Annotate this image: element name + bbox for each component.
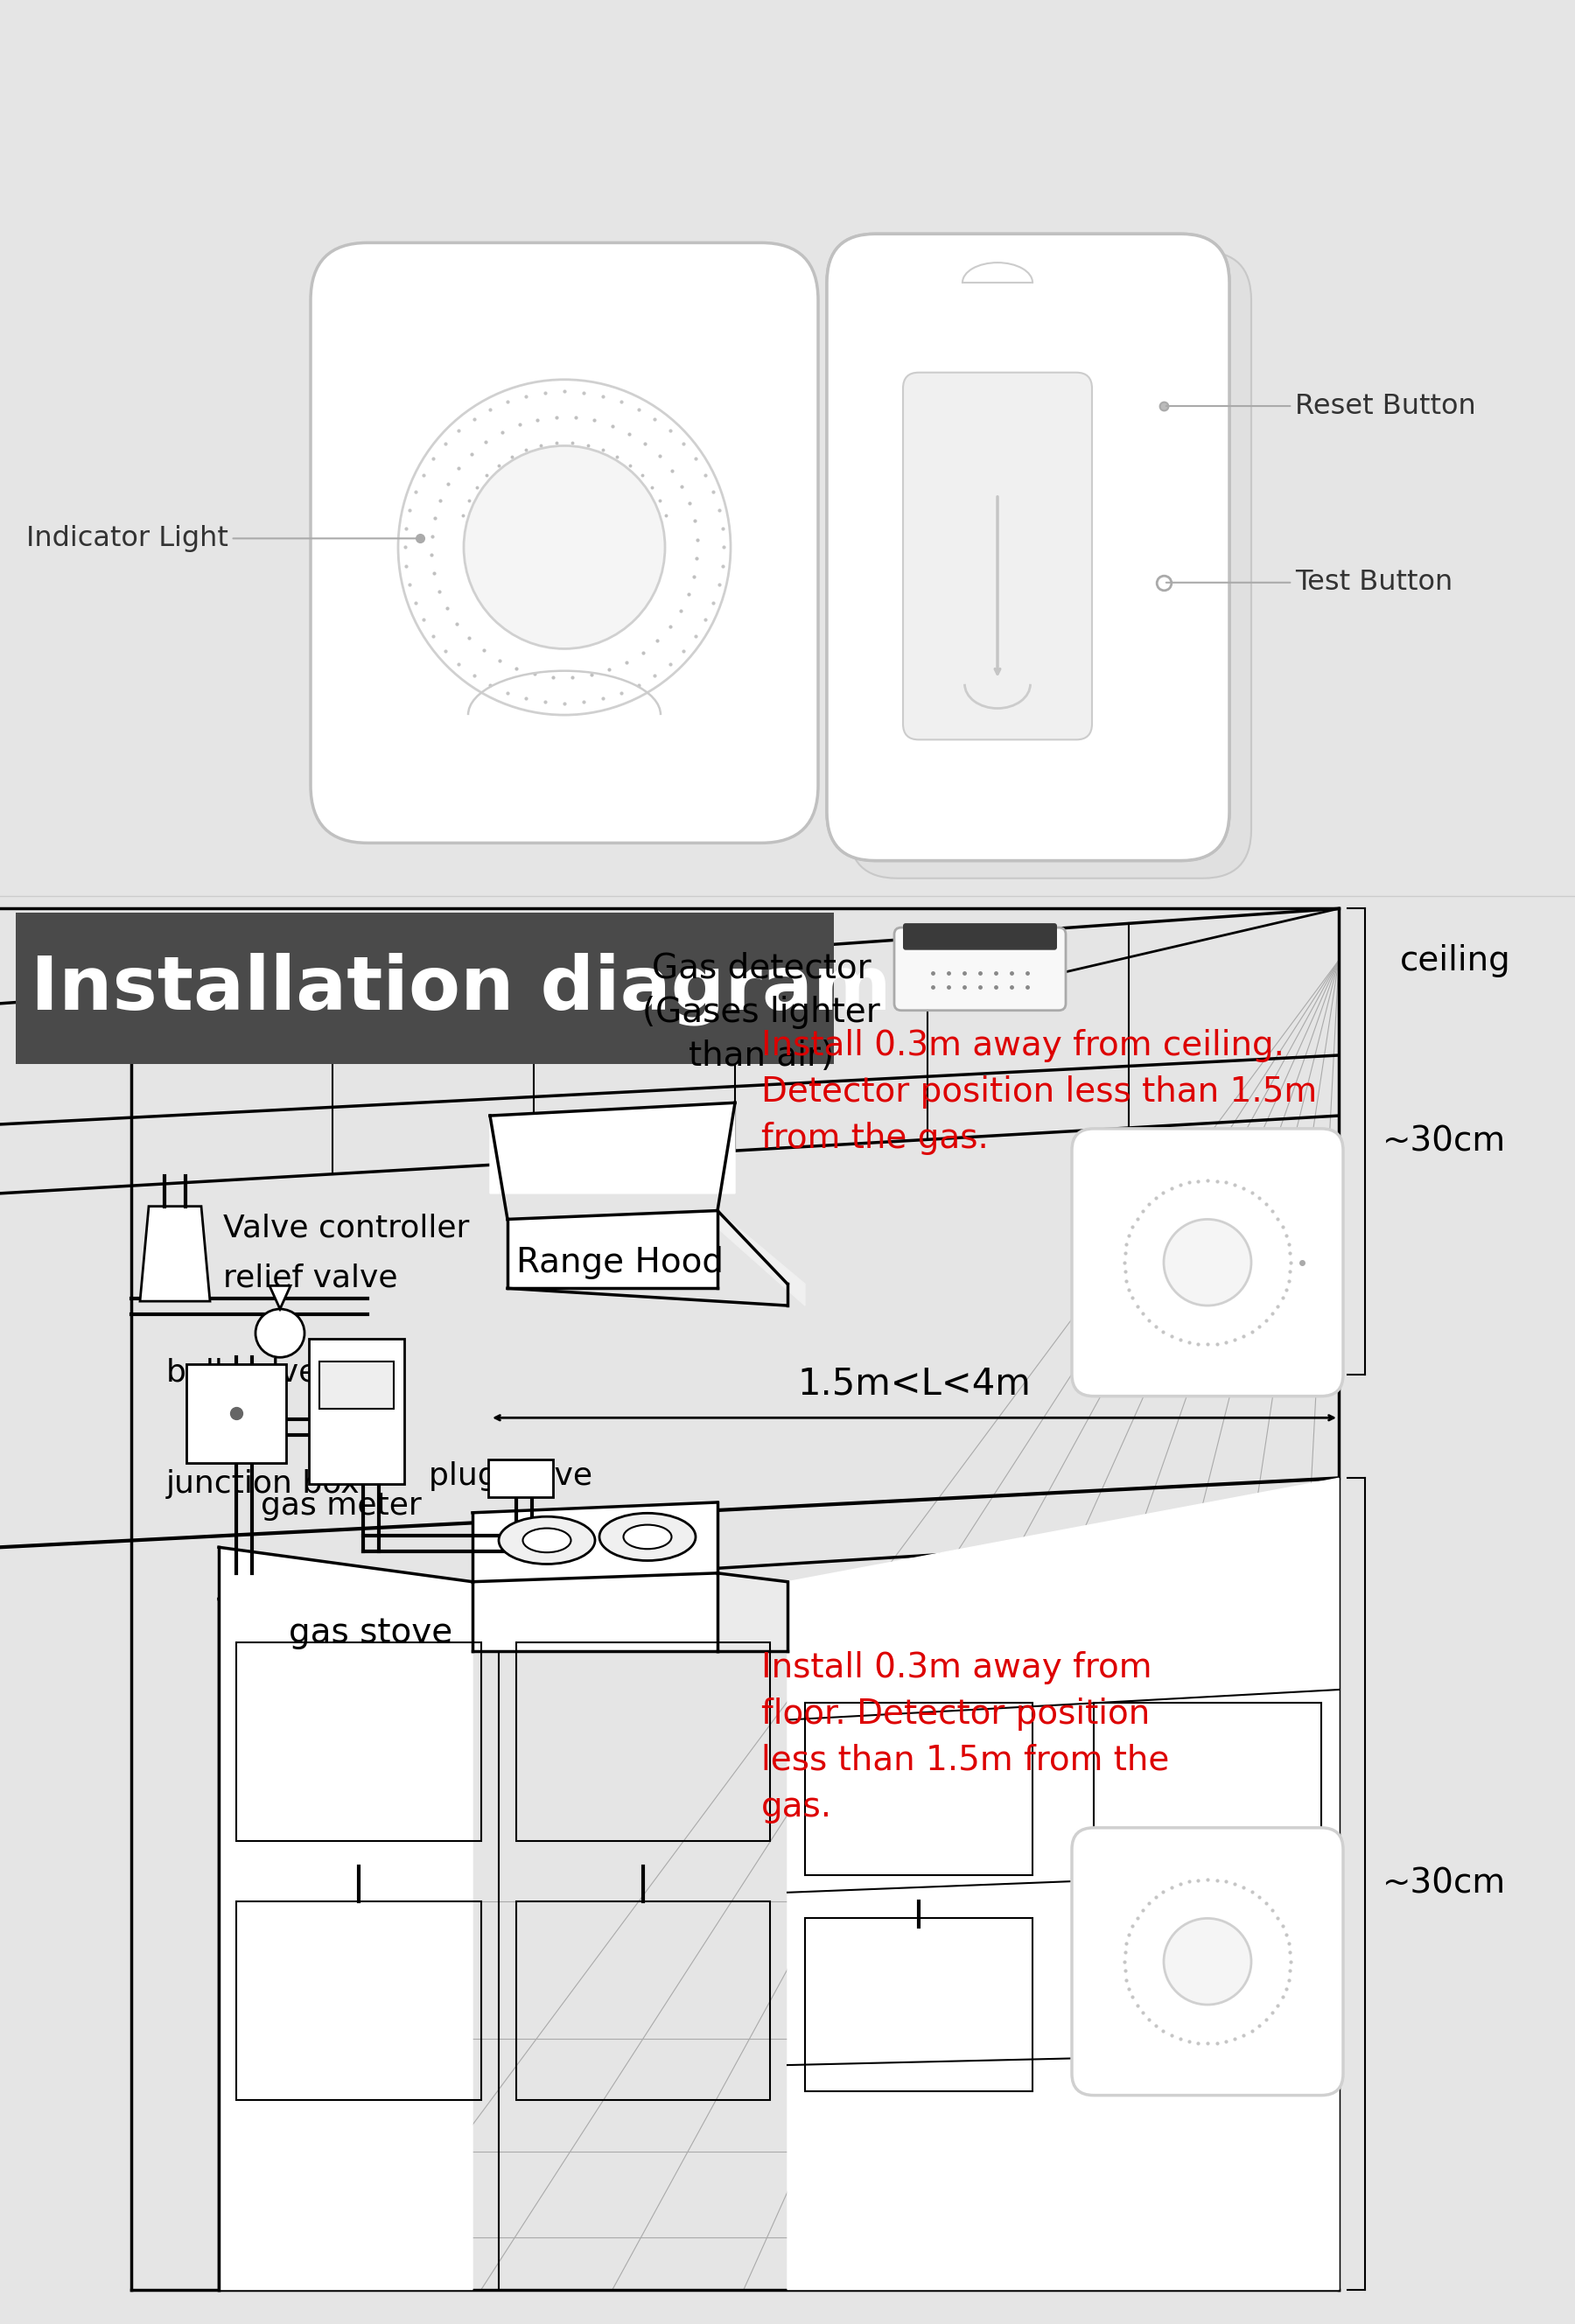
Text: ball valve: ball valve	[167, 1357, 318, 1387]
Text: Reset Button: Reset Button	[1166, 393, 1476, 421]
Text: Indicator Light: Indicator Light	[27, 525, 417, 553]
Polygon shape	[718, 1573, 788, 1650]
Text: Range Hood: Range Hood	[517, 1246, 723, 1278]
FancyBboxPatch shape	[827, 235, 1230, 860]
FancyBboxPatch shape	[827, 235, 1230, 860]
Polygon shape	[472, 1501, 718, 1583]
FancyBboxPatch shape	[320, 1362, 394, 1408]
Circle shape	[255, 1308, 304, 1357]
Circle shape	[1164, 1917, 1251, 2006]
Text: ~30cm: ~30cm	[1383, 1866, 1506, 1901]
FancyBboxPatch shape	[310, 242, 817, 844]
Polygon shape	[718, 1211, 805, 1306]
FancyBboxPatch shape	[1073, 1129, 1343, 1397]
FancyBboxPatch shape	[1073, 1827, 1343, 2096]
Polygon shape	[472, 1573, 718, 1650]
Text: ceiling: ceiling	[1400, 944, 1510, 976]
Ellipse shape	[499, 1518, 595, 1564]
FancyBboxPatch shape	[902, 372, 1091, 739]
FancyBboxPatch shape	[309, 1339, 405, 1485]
Polygon shape	[140, 1206, 209, 1301]
FancyBboxPatch shape	[16, 913, 833, 1064]
Text: Install 0.3m away from ceiling.
Detector position less than 1.5m
from the gas.: Install 0.3m away from ceiling. Detector…	[761, 1030, 1317, 1155]
Text: gas stove: gas stove	[288, 1615, 452, 1650]
Text: Install 0.3m away from
floor. Detector position
less than 1.5m from the
gas.: Install 0.3m away from floor. Detector p…	[761, 1650, 1169, 1822]
FancyBboxPatch shape	[488, 1459, 553, 1497]
FancyBboxPatch shape	[186, 1364, 287, 1462]
Text: Valve controller: Valve controller	[224, 1213, 469, 1243]
FancyBboxPatch shape	[902, 923, 1057, 951]
Text: Gas detector
(Gases lighter
than air): Gas detector (Gases lighter than air)	[643, 953, 880, 1071]
Ellipse shape	[523, 1529, 570, 1552]
Text: junction box: junction box	[167, 1469, 361, 1499]
Circle shape	[1164, 1220, 1251, 1306]
Text: relief valve: relief valve	[224, 1262, 397, 1292]
FancyBboxPatch shape	[849, 251, 1251, 878]
FancyBboxPatch shape	[895, 927, 1066, 1011]
Polygon shape	[490, 1104, 736, 1192]
Polygon shape	[788, 1478, 1339, 2289]
Text: Installation diagram: Installation diagram	[30, 953, 891, 1025]
Polygon shape	[140, 1206, 209, 1301]
Polygon shape	[269, 1285, 290, 1308]
Polygon shape	[507, 1211, 718, 1287]
Text: gas meter: gas meter	[261, 1492, 422, 1520]
Ellipse shape	[600, 1513, 696, 1562]
Text: 1.5m<L<4m: 1.5m<L<4m	[797, 1367, 1032, 1401]
Ellipse shape	[624, 1525, 671, 1550]
Text: ~30cm: ~30cm	[1383, 1125, 1506, 1157]
Text: Test Button: Test Button	[1166, 569, 1452, 597]
Polygon shape	[219, 1548, 472, 2289]
Text: plug valve: plug valve	[428, 1462, 592, 1492]
Circle shape	[463, 446, 665, 648]
Polygon shape	[269, 1285, 290, 1308]
